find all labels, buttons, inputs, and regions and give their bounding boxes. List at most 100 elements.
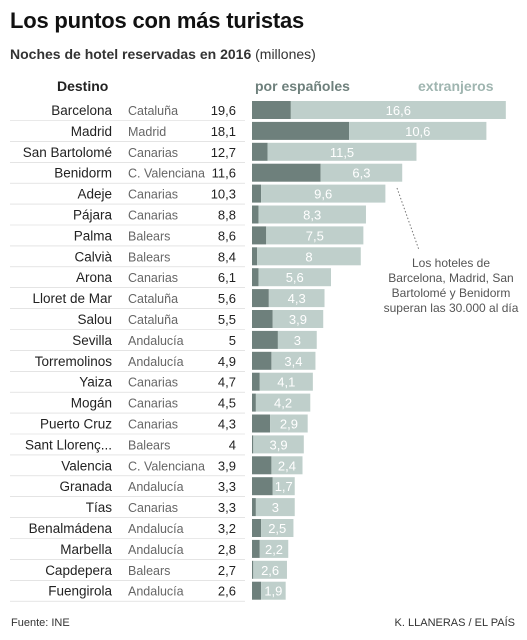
bar-espanoles — [252, 289, 269, 308]
destination-label: Salou — [77, 312, 112, 327]
bar-extranjeros — [258, 205, 366, 224]
extranjeros-value-label: 1,7 — [275, 479, 293, 494]
total-value-label: 18,1 — [211, 124, 236, 139]
legend-espanoles: por españoles — [255, 78, 350, 94]
bar-espanoles — [252, 142, 268, 161]
destination-label: Benalmádena — [29, 521, 113, 536]
extranjeros-value-label: 8,3 — [303, 208, 321, 223]
total-value-label: 2,6 — [218, 584, 236, 599]
bar-extranjeros — [267, 142, 417, 161]
total-value-label: 10,3 — [211, 187, 236, 202]
destination-label: Adeje — [77, 187, 112, 202]
total-value-label: 8,6 — [218, 228, 236, 243]
region-label: Cataluña — [128, 292, 178, 306]
total-value-label: 2,7 — [218, 563, 236, 578]
bar-espanoles — [252, 435, 254, 454]
region-label: Cataluña — [128, 313, 178, 327]
bar-extranjeros — [271, 456, 303, 475]
extranjeros-value-label: 3 — [294, 333, 301, 348]
bar-espanoles — [252, 101, 291, 119]
bar-extranjeros — [261, 519, 294, 537]
region-label: C. Valenciana — [128, 167, 205, 181]
bar-extranjeros — [259, 372, 313, 391]
extranjeros-value-label: 3 — [272, 500, 279, 515]
total-value-label: 5,5 — [218, 312, 236, 327]
region-label: Balears — [128, 564, 170, 578]
extranjeros-value-label: 9,6 — [314, 187, 332, 202]
region-label: Andalucía — [128, 355, 184, 369]
total-value-label: 3,3 — [218, 500, 236, 515]
region-label: Canarias — [128, 271, 178, 285]
extranjeros-value-label: 4,2 — [274, 396, 292, 411]
bar-extranjeros — [259, 539, 289, 558]
bar-espanoles — [252, 498, 256, 517]
total-value-label: 3,2 — [218, 521, 236, 536]
destination-label: Palma — [74, 228, 113, 243]
bar-espanoles — [252, 372, 260, 391]
extranjeros-value-label: 2,2 — [265, 542, 283, 557]
bar-espanoles — [252, 310, 273, 328]
destination-label: Barcelona — [51, 103, 112, 118]
total-value-label: 6,1 — [218, 270, 236, 285]
extranjeros-value-label: 3,9 — [289, 312, 307, 327]
destination-label: Pájara — [73, 208, 113, 223]
region-label: Andalucía — [128, 585, 184, 599]
total-value-label: 11,6 — [212, 166, 236, 181]
header-destino: Destino — [57, 78, 109, 94]
extranjeros-value-label: 2,4 — [278, 458, 296, 473]
bar-extranjeros — [261, 581, 286, 600]
bar-espanoles — [252, 351, 272, 370]
destination-label: Yaiza — [79, 375, 112, 390]
bar-espanoles — [252, 205, 259, 224]
bar-extranjeros — [349, 121, 487, 140]
region-label: Madrid — [128, 125, 166, 139]
destination-label: Fuengirola — [48, 584, 112, 599]
bar-extranjeros — [257, 247, 361, 266]
region-label: Andalucía — [128, 543, 184, 557]
bar-extranjeros — [272, 477, 295, 496]
destination-label: Sant Llorenç... — [25, 437, 112, 452]
total-value-label: 8,4 — [218, 249, 236, 264]
bar-extranjeros — [320, 163, 403, 182]
bar-espanoles — [252, 226, 267, 245]
annotation-leader-line — [396, 187, 420, 251]
destination-label: San Bartolomé — [23, 145, 112, 160]
region-label: Canarias — [128, 397, 178, 411]
bar-extranjeros — [255, 498, 295, 517]
total-value-label: 4,7 — [218, 375, 236, 390]
destination-label: Puerto Cruz — [40, 417, 112, 432]
extranjeros-value-label: 2,5 — [268, 521, 286, 536]
total-value-label: 4,9 — [218, 354, 236, 369]
bar-extranjeros — [271, 351, 316, 370]
bar-extranjeros — [253, 560, 287, 579]
bar-espanoles — [252, 581, 262, 600]
total-value-label: 5 — [229, 333, 236, 348]
region-label: Cataluña — [128, 104, 178, 118]
destination-label: Lloret de Mar — [32, 291, 112, 306]
extranjeros-value-label: 2,6 — [261, 563, 279, 578]
destination-label: Sevilla — [72, 333, 112, 348]
total-value-label: 3,3 — [218, 479, 236, 494]
destination-label: Granada — [59, 479, 112, 494]
bar-extranjeros — [270, 414, 308, 433]
credit-label: K. LLANERAS / EL PAÍS — [394, 617, 515, 629]
bar-extranjeros — [253, 435, 304, 454]
destination-label: Madrid — [71, 124, 112, 139]
extranjeros-value-label: 16,6 — [386, 103, 411, 118]
bar-espanoles — [252, 268, 259, 287]
destination-label: Arona — [76, 270, 113, 285]
extranjeros-value-label: 5,6 — [286, 270, 304, 285]
bar-espanoles — [252, 539, 260, 558]
bar-espanoles — [252, 330, 278, 349]
bar-extranjeros — [266, 226, 364, 245]
extranjeros-value-label: 3,9 — [270, 437, 288, 452]
extranjeros-value-label: 1,9 — [264, 584, 282, 599]
bar-extranjeros — [277, 330, 317, 349]
extranjeros-value-label: 4,1 — [277, 375, 295, 390]
legend-extranjeros: extranjeros — [418, 78, 494, 94]
destination-label: Mogán — [71, 396, 112, 411]
annotation-note: Los hoteles de Barcelona, Madrid, San Ba… — [383, 256, 519, 315]
region-label: Canarias — [128, 376, 178, 390]
bar-extranjeros — [272, 310, 324, 328]
